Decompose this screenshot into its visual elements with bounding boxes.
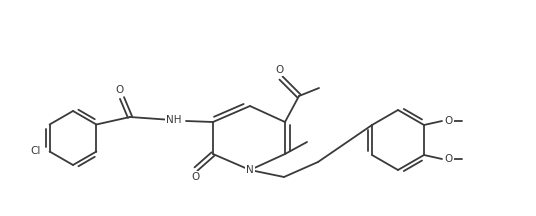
Text: O: O — [191, 172, 199, 182]
Text: O: O — [445, 116, 453, 126]
Text: O: O — [445, 154, 453, 164]
Text: NH: NH — [166, 115, 182, 125]
Text: N: N — [246, 165, 254, 175]
Text: O: O — [275, 65, 283, 75]
Text: Cl: Cl — [30, 146, 41, 157]
Text: O: O — [116, 85, 124, 95]
